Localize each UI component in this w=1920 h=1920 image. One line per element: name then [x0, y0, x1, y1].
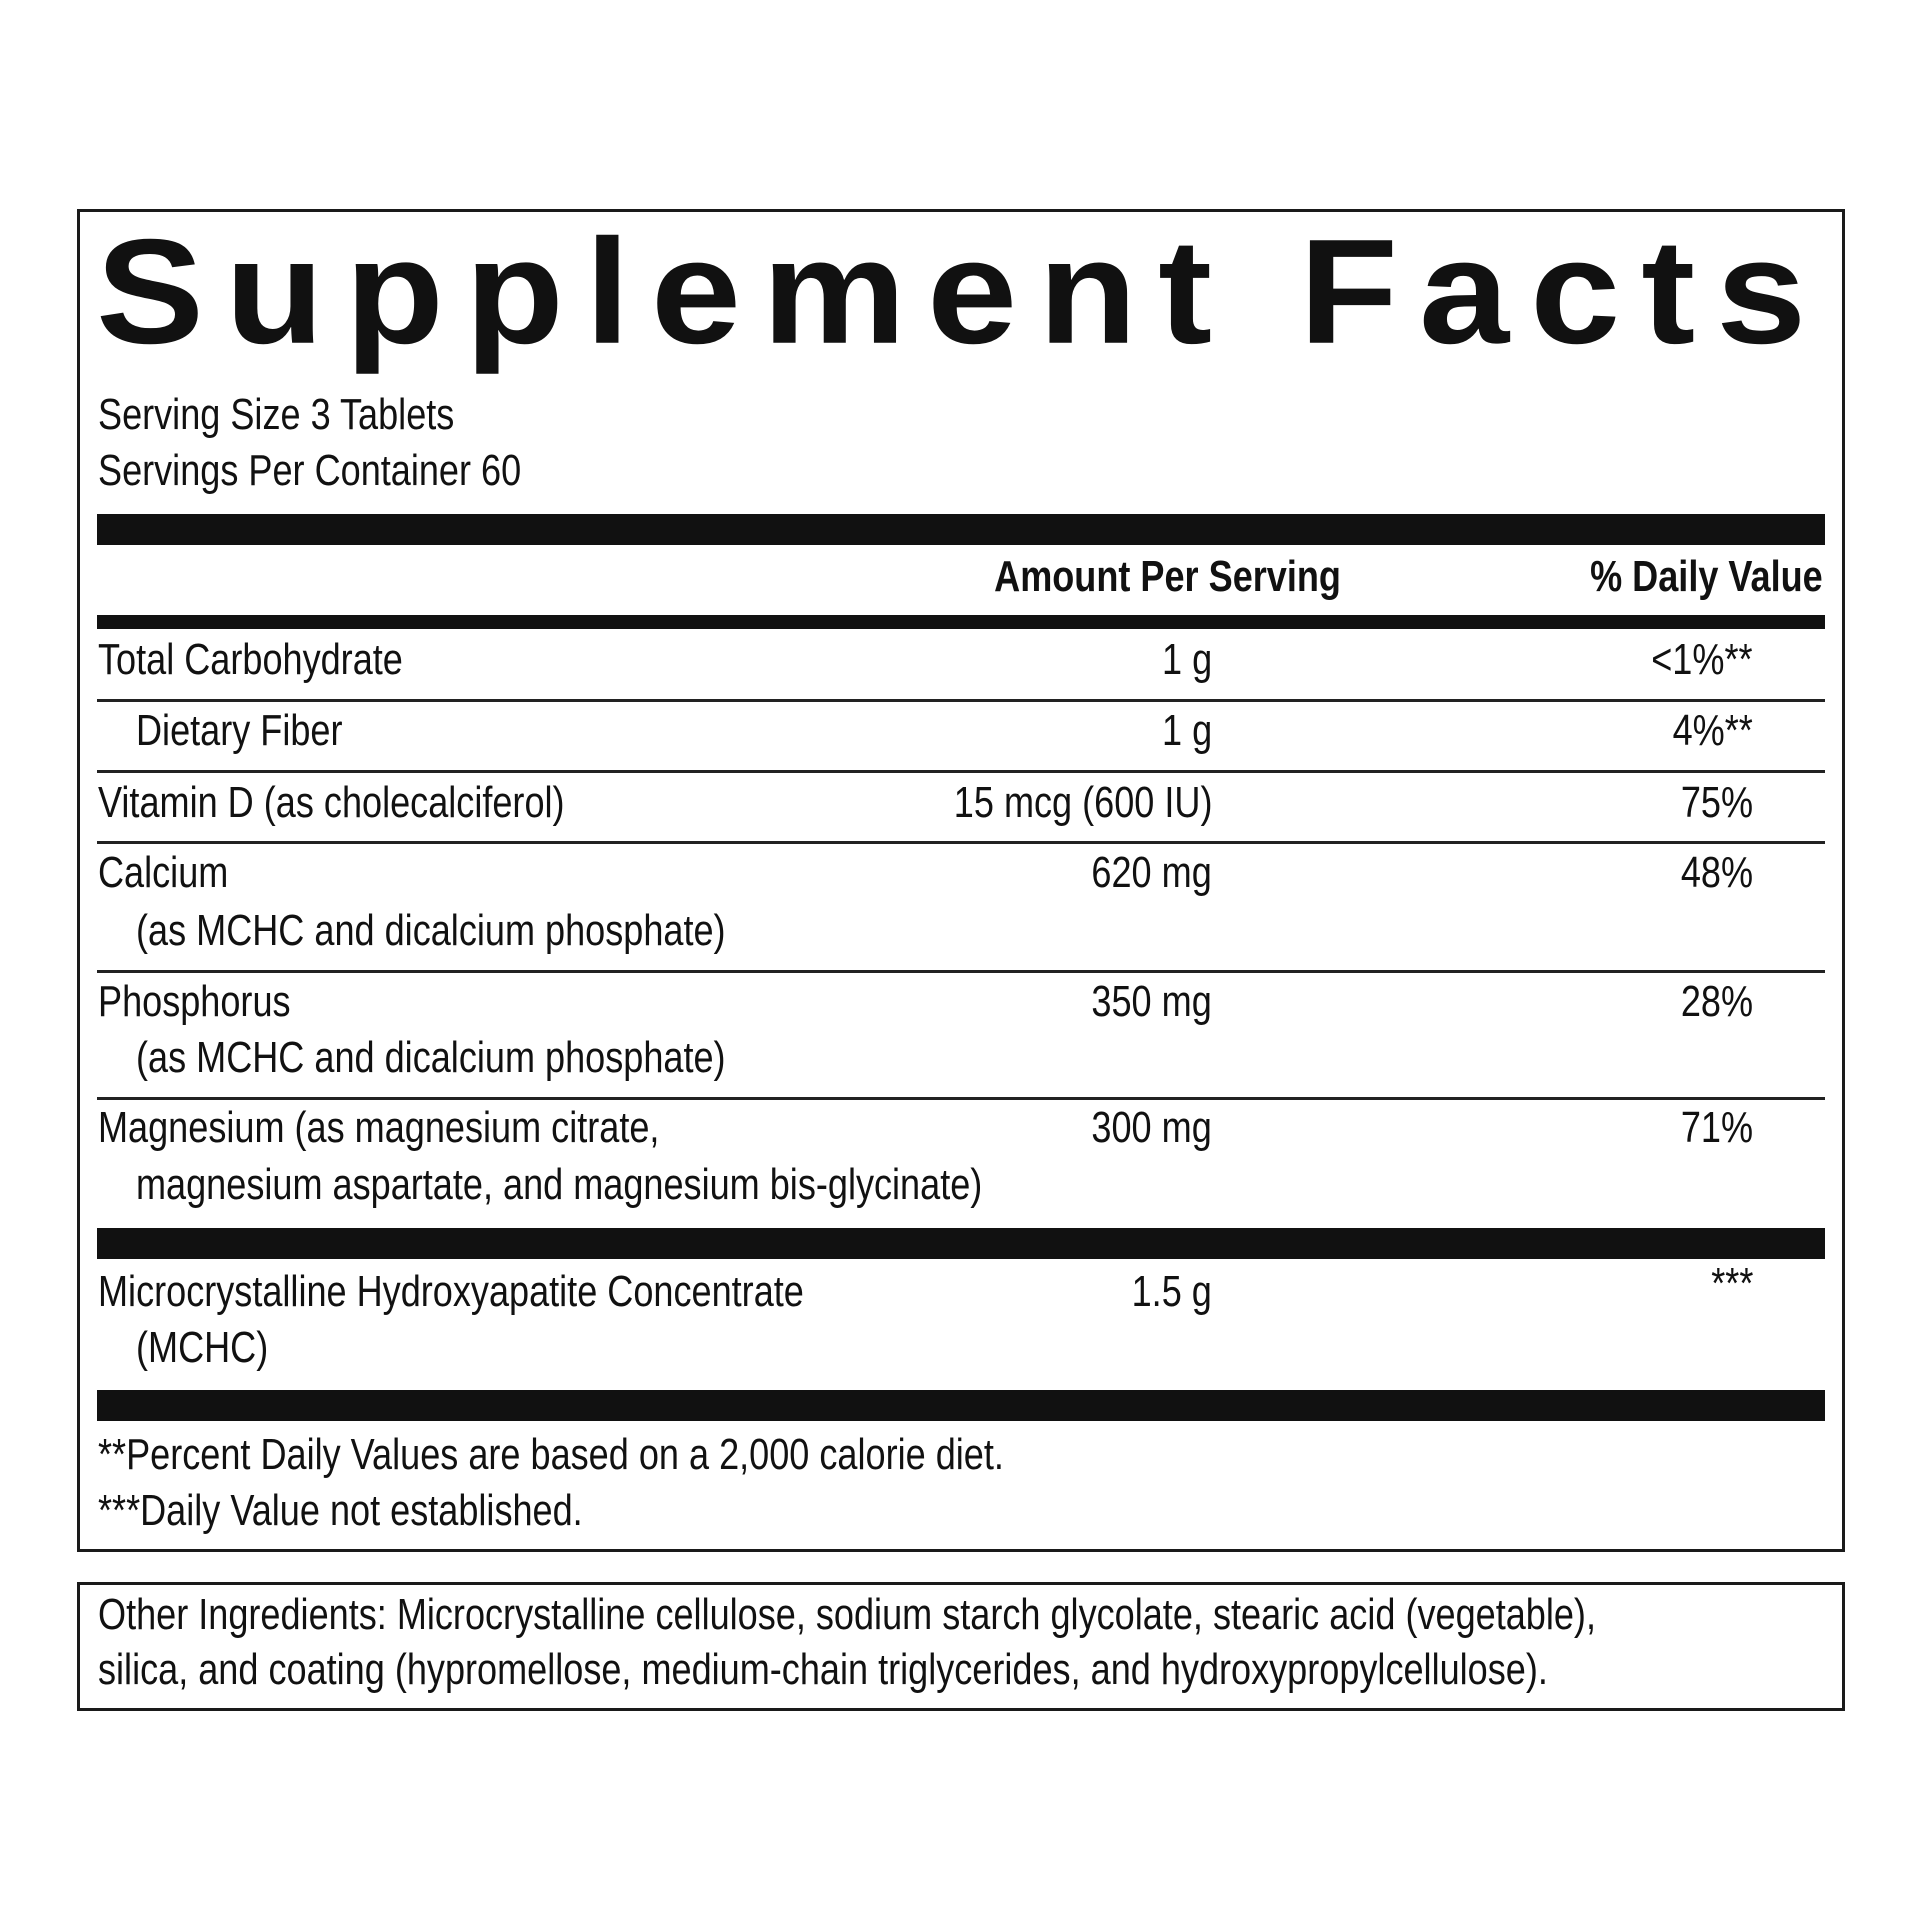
nutrient-amount: 300 mg	[1091, 1103, 1212, 1152]
thick-divider	[97, 514, 1825, 545]
panel-title: Supplement Facts	[96, 208, 1828, 375]
nutrient-amount: 350 mg	[1091, 977, 1212, 1026]
row-divider	[97, 770, 1825, 773]
nutrient-source: (MCHC)	[136, 1323, 269, 1372]
nutrient-name: Phosphorus	[98, 977, 291, 1026]
nutrient-amount: 15 mcg (600 IU)	[953, 778, 1212, 827]
other-ingredients-line: Other Ingredients: Microcrystalline cell…	[98, 1590, 1596, 1639]
nutrient-name: Microcrystalline Hydroxyapatite Concentr…	[98, 1267, 804, 1316]
nutrient-dv: 28%	[1680, 977, 1753, 1026]
nutrient-name: Dietary Fiber	[136, 706, 343, 755]
nutrient-source: magnesium aspartate, and magnesium bis-g…	[136, 1160, 983, 1209]
nutrient-dv: 71%	[1680, 1103, 1753, 1152]
row-divider	[97, 699, 1825, 702]
other-ingredients-box	[77, 1582, 1845, 1711]
header-daily-value: % Daily Value	[1590, 552, 1823, 601]
row-divider	[97, 1097, 1825, 1100]
thick-divider	[97, 1228, 1825, 1259]
nutrient-name: Magnesium (as magnesium citrate,	[98, 1103, 660, 1152]
nutrient-amount: 620 mg	[1091, 848, 1212, 897]
nutrient-name: Total Carbohydrate	[98, 635, 403, 684]
supplement-facts-panel	[77, 209, 1845, 1552]
nutrient-amount: 1 g	[1161, 706, 1212, 755]
nutrient-name: Vitamin D (as cholecalciferol)	[98, 778, 565, 827]
servings-per-container: Servings Per Container 60	[98, 446, 522, 495]
header-amount: Amount Per Serving	[994, 552, 1341, 601]
nutrient-source: (as MCHC and dicalcium phosphate)	[136, 906, 726, 955]
nutrient-amount: 1 g	[1161, 635, 1212, 684]
medium-divider	[97, 615, 1825, 629]
nutrient-dv: <1%**	[1651, 635, 1753, 684]
row-divider	[97, 970, 1825, 973]
row-divider	[97, 841, 1825, 844]
nutrient-source: (as MCHC and dicalcium phosphate)	[136, 1033, 726, 1082]
footnote: **Percent Daily Values are based on a 2,…	[98, 1430, 1004, 1479]
nutrient-dv: ***	[1710, 1259, 1753, 1308]
nutrient-dv: 48%	[1680, 848, 1753, 897]
nutrient-name: Calcium	[98, 848, 229, 897]
serving-size: Serving Size 3 Tablets	[98, 390, 455, 439]
footnote: ***Daily Value not established.	[98, 1486, 583, 1535]
nutrient-dv: 4%**	[1672, 706, 1753, 755]
other-ingredients-line: silica, and coating (hypromellose, mediu…	[98, 1645, 1548, 1694]
thick-divider	[97, 1390, 1825, 1421]
nutrient-amount: 1.5 g	[1131, 1267, 1212, 1316]
nutrient-dv: 75%	[1680, 778, 1753, 827]
